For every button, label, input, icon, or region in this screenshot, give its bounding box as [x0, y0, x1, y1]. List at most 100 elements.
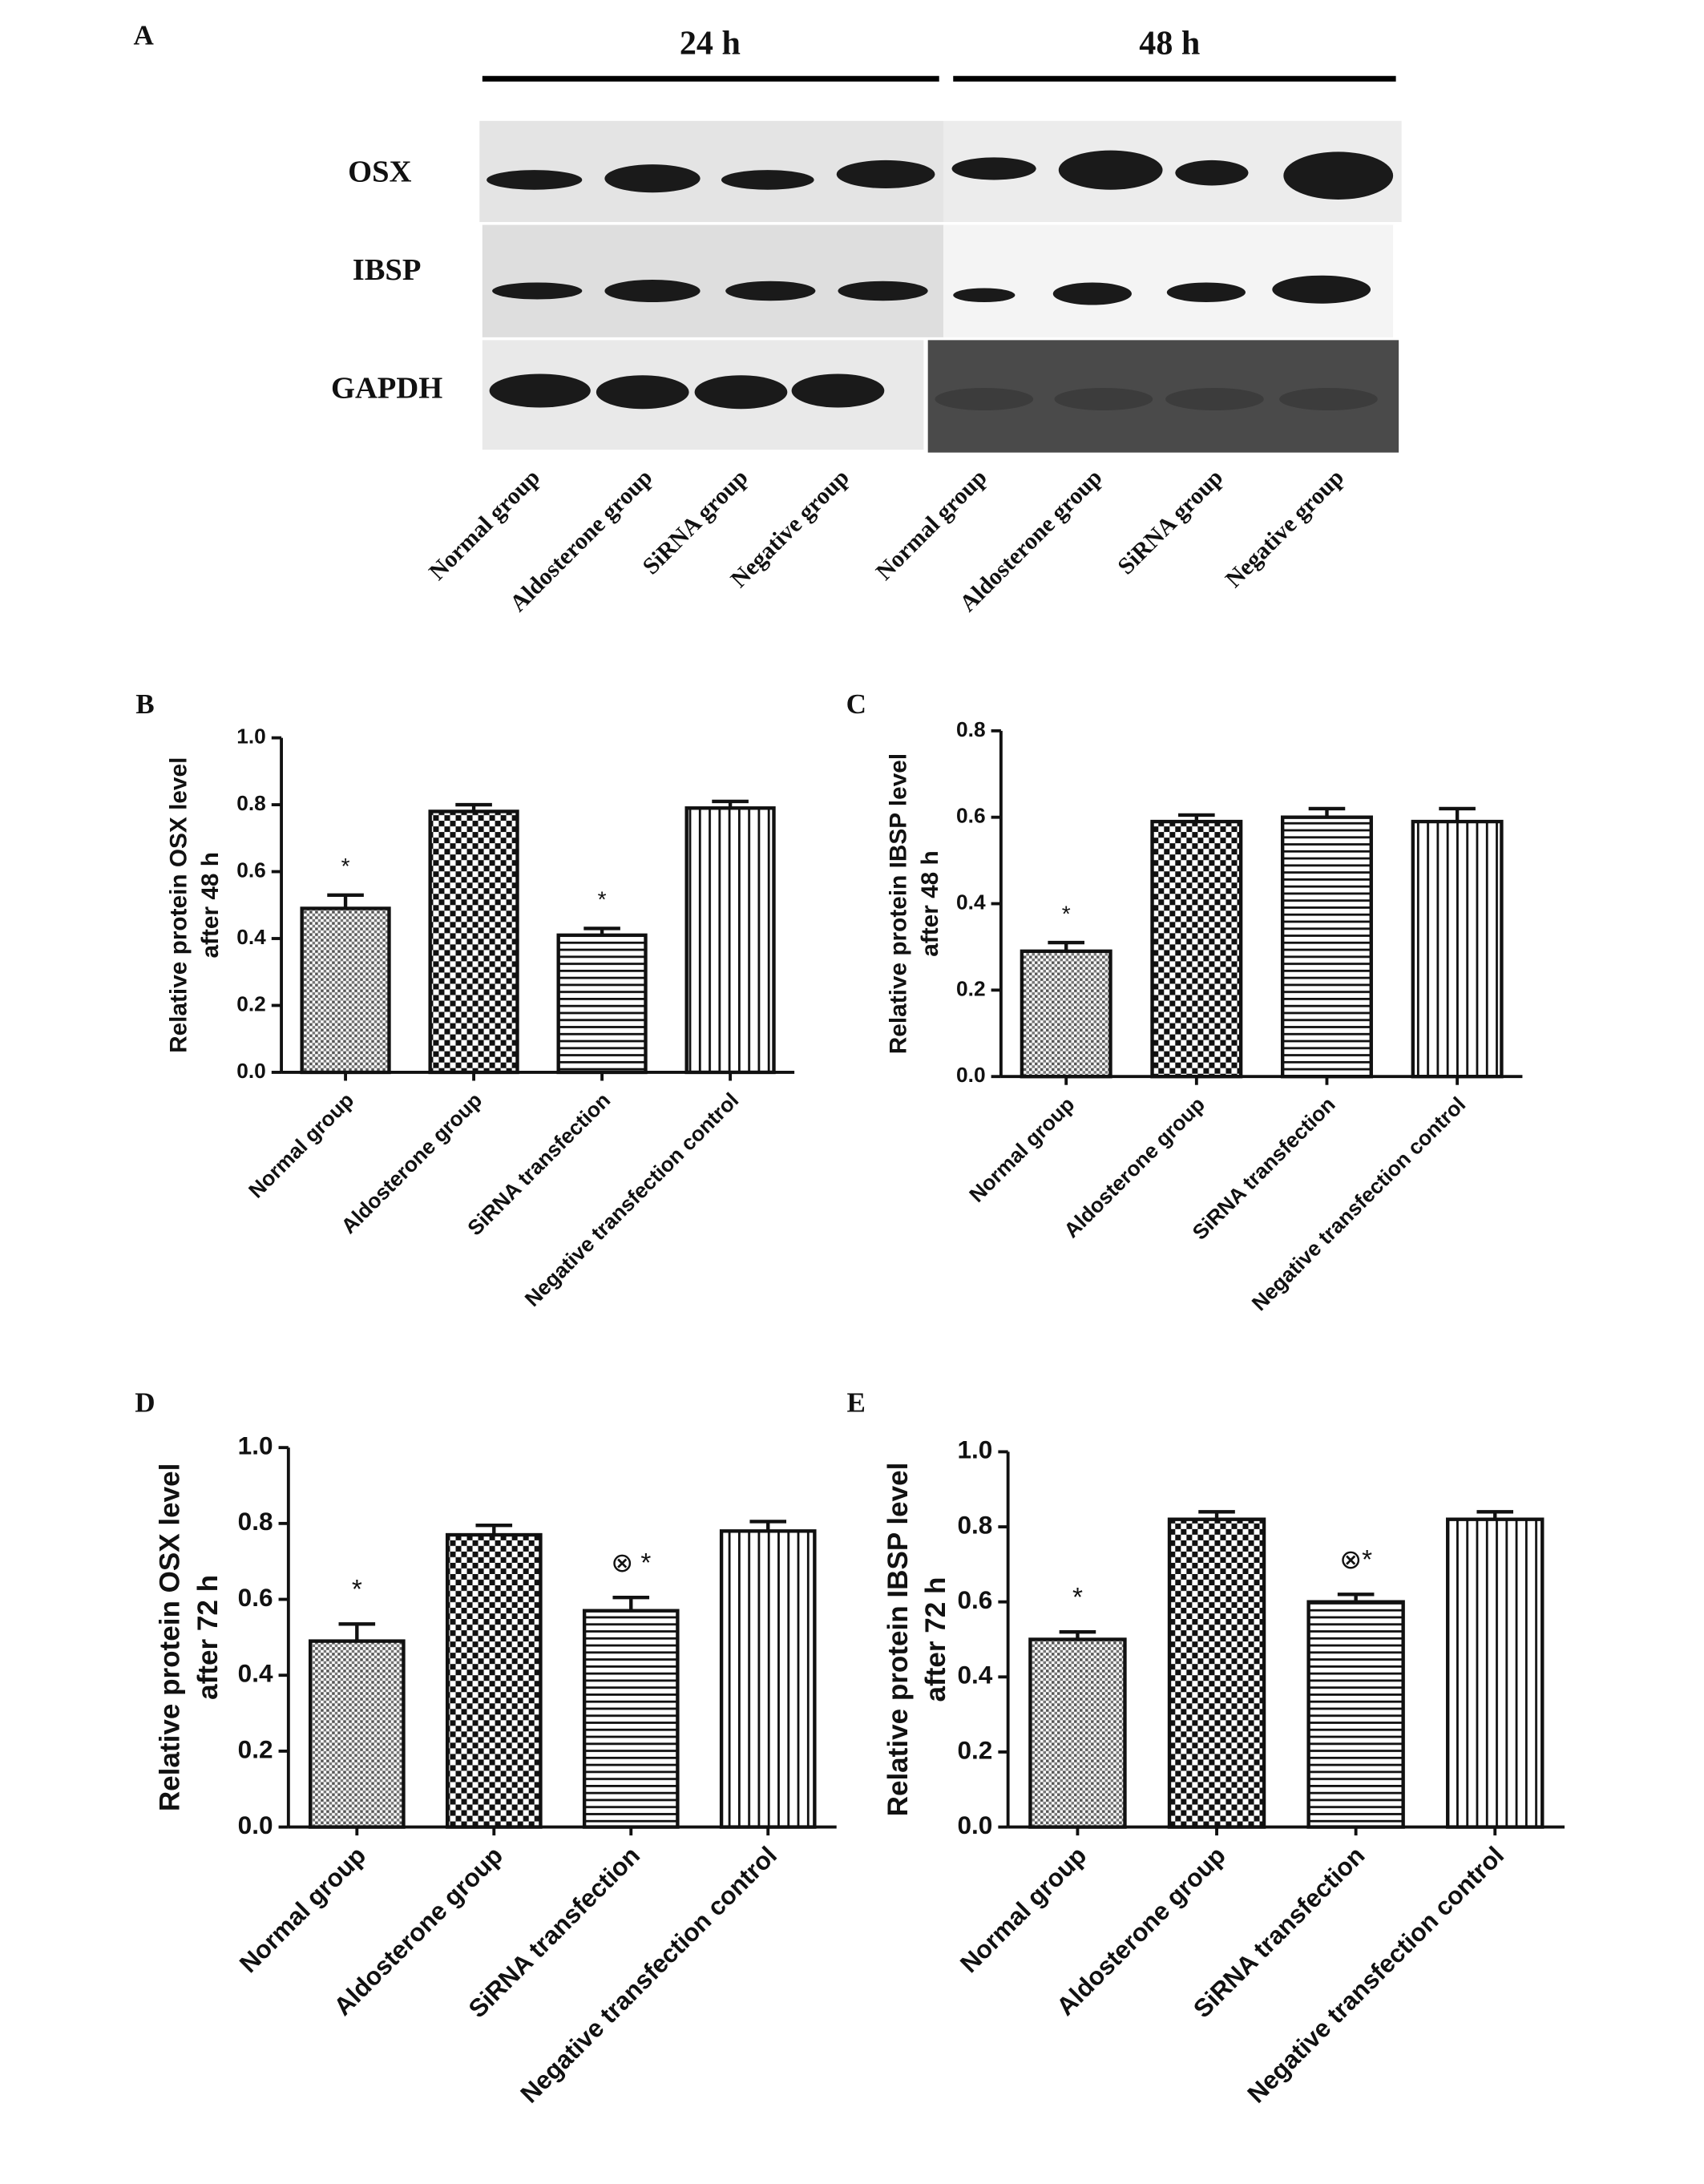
time-label: 48 h — [1139, 26, 1200, 63]
time-label: 24 h — [680, 26, 741, 63]
y-tick-label: 0.8 — [957, 1510, 992, 1539]
blot: A 24 h 48 h OSX IBSP GAPDH — [134, 19, 1402, 453]
error-bar — [1178, 813, 1215, 822]
error-bar — [1059, 1629, 1096, 1640]
bar — [719, 1529, 817, 1829]
x-tick-label: Aldosterone group — [1059, 1092, 1209, 1243]
x-tick-label: Normal group — [233, 1841, 371, 1979]
y-tick-label: 0.4 — [238, 1659, 273, 1688]
y-tick-label: 0.4 — [957, 1661, 992, 1689]
x-tick-label: Negative transfection control — [1247, 1092, 1470, 1315]
panel-label: D — [135, 1387, 155, 1419]
y-axis-label: after 72 h — [920, 1577, 951, 1702]
x-tick-label: Negative transfection control — [520, 1088, 743, 1310]
bar — [1280, 815, 1373, 1079]
lane-label: SiRNA group — [1112, 464, 1228, 579]
x-tick-label: Normal group — [964, 1092, 1079, 1207]
error-bar — [1476, 1510, 1514, 1520]
bar — [1411, 819, 1504, 1079]
panel-label: B — [135, 688, 154, 720]
bar — [582, 1609, 680, 1829]
bar — [1028, 1637, 1127, 1829]
x-tick-label: Negative transfection control — [515, 1841, 782, 2109]
y-tick-label: 0.8 — [236, 791, 266, 815]
y-tick-label: 0.8 — [238, 1507, 273, 1536]
annotation: * — [1072, 1583, 1083, 1613]
error-bar — [749, 1520, 787, 1532]
error-bar — [338, 1622, 376, 1641]
y-axis-label: Relative protein IBSP level — [885, 753, 911, 1054]
panel-label: A — [134, 19, 155, 50]
lane-label: Normal group — [870, 464, 991, 585]
bar — [308, 1639, 406, 1829]
annotation: * — [352, 1575, 362, 1605]
y-axis-label: Relative protein OSX level — [155, 1463, 186, 1812]
error-bar — [1198, 1510, 1235, 1520]
bands — [935, 387, 1378, 411]
annotation: * — [1062, 901, 1071, 926]
y-axis-label: after 72 h — [192, 1575, 224, 1700]
y-tick-label: 1.0 — [957, 1435, 992, 1464]
y-tick-label: 0.0 — [238, 1811, 273, 1839]
error-bar — [1439, 806, 1476, 822]
y-tick-label: 1.0 — [238, 1431, 273, 1459]
x-tick-label: SiRNA transfection — [462, 1088, 615, 1240]
y-tick-label: 0.6 — [238, 1583, 273, 1612]
bar — [556, 933, 648, 1075]
y-tick-label: 0.6 — [236, 858, 266, 882]
x-tick-label: Negative transfection control — [1242, 1841, 1509, 2109]
bar — [1150, 819, 1243, 1079]
y-tick-label: 0.0 — [957, 1811, 992, 1839]
error-bar — [1308, 806, 1346, 817]
error-bar — [712, 799, 749, 809]
y-axis-label: after 48 h — [197, 852, 224, 959]
bar — [1446, 1517, 1545, 1829]
y-tick-label: 0.4 — [956, 890, 986, 914]
y-tick-label: 0.4 — [236, 925, 266, 949]
panel-label: C — [846, 688, 866, 720]
annotation: * — [341, 854, 350, 878]
error-bar — [475, 1524, 513, 1536]
lane-label: Normal group — [424, 464, 545, 585]
lane-label: Negative group — [1221, 464, 1349, 592]
y-tick-label: 0.0 — [236, 1059, 266, 1083]
y-tick-label: 1.0 — [236, 725, 266, 749]
y-axis-label: after 48 h — [917, 850, 943, 957]
bar — [445, 1532, 543, 1829]
annotation: * — [598, 887, 607, 912]
y-axis-label: Relative protein OSX level — [166, 757, 192, 1053]
y-tick-label: 0.2 — [956, 976, 986, 1000]
x-tick-label: SiRNA transfection — [1188, 1092, 1340, 1245]
error-bar — [612, 1595, 650, 1611]
y-tick-label: 0.2 — [957, 1735, 992, 1764]
bar — [428, 809, 519, 1075]
error-bar — [327, 893, 364, 909]
bar — [1167, 1517, 1266, 1829]
row-label: IBSP — [353, 253, 422, 287]
y-tick-label: 0.0 — [956, 1063, 986, 1087]
y-tick-label: 0.6 — [957, 1585, 992, 1614]
y-tick-label: 0.2 — [236, 991, 266, 1015]
y-tick-label: 0.8 — [956, 717, 986, 741]
y-tick-label: 0.2 — [238, 1734, 273, 1763]
bar — [1020, 949, 1112, 1079]
error-bar — [1337, 1593, 1375, 1602]
y-tick-label: 0.6 — [956, 804, 986, 828]
error-bar — [455, 802, 492, 812]
x-tick-label: Aldosterone group — [337, 1088, 487, 1238]
annotation: ⊗ * — [611, 1548, 651, 1578]
bar — [684, 806, 776, 1075]
bar — [300, 906, 391, 1075]
error-bar — [1048, 940, 1084, 951]
bands — [487, 150, 1394, 410]
row-label: GAPDH — [331, 371, 442, 405]
blot-panel — [482, 224, 943, 337]
panel-label: E — [847, 1387, 866, 1419]
bar — [1306, 1600, 1405, 1829]
x-tick-label: Normal group — [244, 1088, 358, 1202]
annotation: ⊗* — [1339, 1545, 1372, 1575]
row-label: OSX — [348, 155, 411, 188]
y-axis-label: Relative protein IBSP level — [882, 1463, 914, 1817]
